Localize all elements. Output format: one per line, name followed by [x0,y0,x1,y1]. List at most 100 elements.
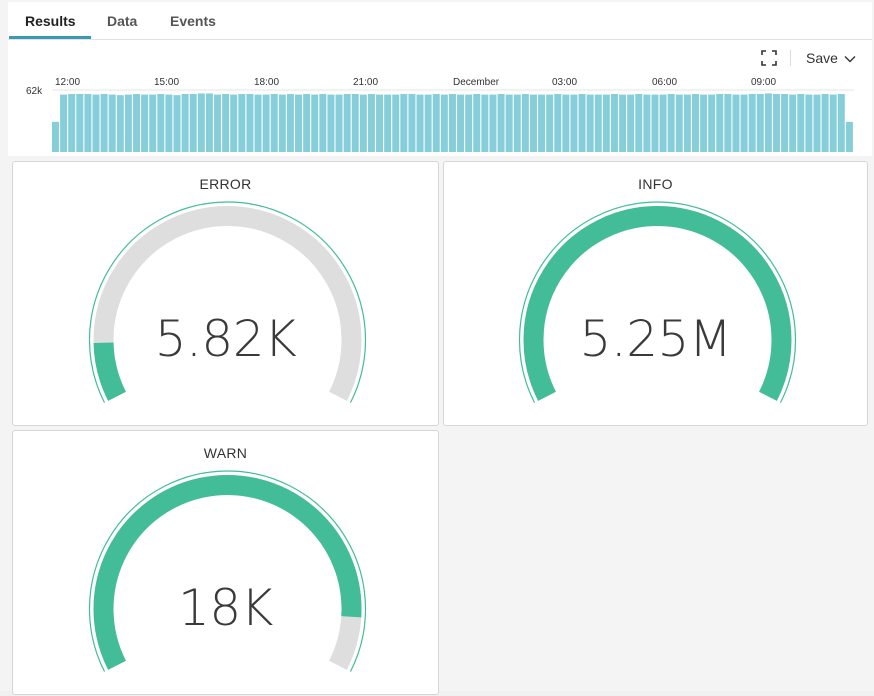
histogram-bar[interactable] [465,94,473,152]
fullscreen-icon[interactable] [760,49,778,67]
histogram-bar[interactable] [481,94,489,152]
histogram-bar[interactable] [659,94,667,152]
histogram-bar[interactable] [432,94,440,152]
histogram-bar[interactable] [837,94,845,152]
histogram-bar[interactable] [602,94,610,152]
histogram-bar[interactable] [529,94,537,152]
histogram-bar[interactable] [376,94,384,152]
histogram-bar[interactable] [416,94,424,152]
histogram-bar[interactable] [805,94,813,152]
histogram-bar[interactable] [351,94,359,152]
histogram-bar[interactable] [546,94,554,152]
histogram-bar[interactable] [610,94,618,152]
histogram-bar[interactable] [457,94,465,152]
histogram-bar[interactable] [829,94,837,152]
histogram-bar[interactable] [789,94,797,152]
histogram-bar[interactable] [230,94,238,152]
histogram-bar[interactable] [295,94,303,152]
histogram-bar[interactable] [440,94,448,152]
histogram-bar[interactable] [716,94,724,152]
histogram-bar[interactable] [343,94,351,152]
histogram-bar[interactable] [724,94,732,152]
histogram-bar[interactable] [772,94,780,152]
histogram-bar[interactable] [781,94,789,152]
histogram-bar[interactable] [173,95,181,152]
histogram-bar[interactable] [643,94,651,152]
tab-data[interactable]: Data [107,13,138,29]
histogram-bar[interactable] [149,94,157,152]
histogram-bar[interactable] [108,94,116,152]
histogram-bar[interactable] [627,94,635,152]
histogram-bar[interactable] [116,95,124,152]
histogram-bar[interactable] [845,121,853,152]
histogram-bar[interactable] [68,94,76,152]
histogram-bar[interactable] [708,94,716,152]
histogram-bar[interactable] [594,94,602,152]
histogram-bar[interactable] [254,94,262,152]
histogram-bar[interactable] [84,94,92,152]
histogram-bar[interactable] [473,94,481,152]
tab-results[interactable]: Results [25,13,76,29]
histogram-bar[interactable] [683,94,691,152]
histogram-bar[interactable] [635,94,643,152]
histogram-bar[interactable] [278,94,286,152]
histogram-bar[interactable] [311,94,319,152]
histogram-bar[interactable] [424,94,432,152]
histogram-bar[interactable] [165,94,173,152]
histogram-bar[interactable] [821,94,829,152]
histogram-bar[interactable] [700,94,708,152]
histogram-bar[interactable] [335,94,343,152]
histogram-bar[interactable] [619,94,627,152]
histogram-bar[interactable] [400,94,408,152]
histogram-bar[interactable] [367,94,375,152]
histogram-bar[interactable] [521,94,529,152]
histogram-bar[interactable] [732,94,740,152]
histogram-bar[interactable] [319,94,327,152]
tab-events[interactable]: Events [170,13,216,29]
histogram-bar[interactable] [270,94,278,152]
histogram-bar[interactable] [740,94,748,152]
histogram-bar[interactable] [562,94,570,152]
histogram-bar[interactable] [157,94,165,152]
save-button[interactable]: Save [806,48,856,68]
histogram-bar[interactable] [141,94,149,152]
histogram-bar[interactable] [205,93,213,152]
histogram-bar[interactable] [813,94,821,152]
histogram-bar[interactable] [100,94,108,152]
histogram-bar[interactable] [797,94,805,152]
histogram-bar[interactable] [286,94,294,152]
histogram-bar[interactable] [448,94,456,152]
histogram-bar[interactable] [181,94,189,152]
histogram-bar[interactable] [92,94,100,152]
histogram-bar[interactable] [691,94,699,152]
histogram-bar[interactable] [538,94,546,152]
histogram-bar[interactable] [570,94,578,152]
histogram-bar[interactable] [748,94,756,152]
histogram-bar[interactable] [262,94,270,152]
histogram-bar[interactable] [303,94,311,152]
histogram-bar[interactable] [489,94,497,152]
histogram-bar[interactable] [189,94,197,152]
histogram-bar[interactable] [124,94,132,152]
histogram-bar[interactable] [60,94,68,152]
event-histogram[interactable]: 62k 12:00 15:00 18:00 21:00 December 03:00 06:0… [8,74,872,156]
histogram-bar[interactable] [384,94,392,152]
histogram-bar[interactable] [214,94,222,152]
histogram-bar[interactable] [513,94,521,152]
histogram-bar[interactable] [133,94,141,152]
histogram-bar[interactable] [52,121,59,152]
histogram-bar[interactable] [76,94,84,152]
histogram-bar[interactable] [578,94,586,152]
histogram-bar[interactable] [392,94,400,152]
histogram-bar[interactable] [675,94,683,152]
histogram-bar[interactable] [497,94,505,152]
histogram-bar[interactable] [505,94,513,152]
histogram-bar[interactable] [197,93,205,152]
histogram-bar[interactable] [554,94,562,152]
histogram-bar[interactable] [651,94,659,152]
histogram-bar[interactable] [756,94,764,152]
histogram-bar[interactable] [222,94,230,152]
histogram-bar[interactable] [238,94,246,152]
histogram-bar[interactable] [586,94,594,152]
histogram-bar[interactable] [764,93,772,152]
